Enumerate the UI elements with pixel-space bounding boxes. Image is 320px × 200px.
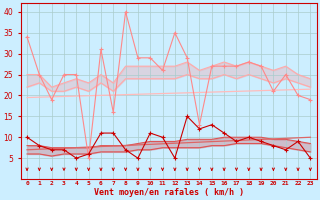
- X-axis label: Vent moyen/en rafales ( km/h ): Vent moyen/en rafales ( km/h ): [94, 188, 244, 197]
